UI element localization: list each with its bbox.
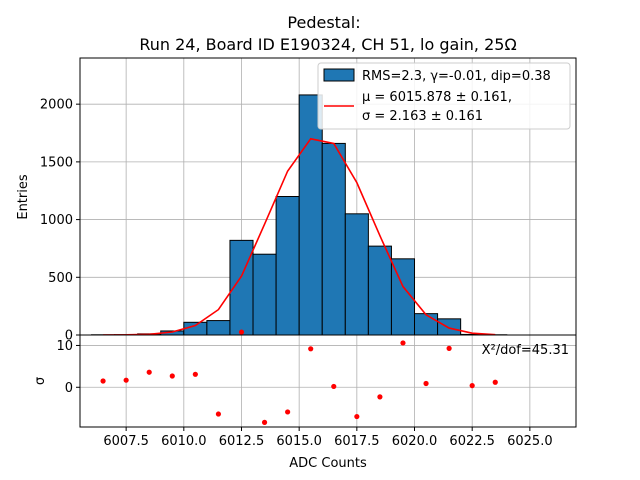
histogram-bar <box>437 318 462 336</box>
residual-point <box>308 346 314 352</box>
histogram-bar <box>275 196 300 336</box>
residual-point <box>331 383 337 390</box>
residual-point <box>169 373 175 379</box>
histogram-bar <box>298 94 323 336</box>
legend-swatch-histogram <box>323 68 355 82</box>
x-tick-label: 6017.5 <box>334 434 380 449</box>
chart-title-line2: Run 24, Board ID E190324, CH 51, lo gain… <box>139 35 516 54</box>
residual-y-tick-label: 0 <box>65 381 73 396</box>
residual-point <box>423 380 429 387</box>
x-tick-label: 6015.0 <box>276 434 322 449</box>
histogram-y-tick-label: 1500 <box>40 155 73 170</box>
histogram-bar <box>321 142 346 336</box>
residual-point <box>192 371 198 377</box>
histogram-bar <box>344 213 369 336</box>
x-tick-label: 6007.5 <box>103 434 149 449</box>
x-tick-label: 6022.5 <box>449 434 495 449</box>
residual-point <box>123 377 129 383</box>
legend: RMS=2.3, γ=-0.01, dip=0.38 μ = 6015.878 … <box>317 62 571 130</box>
residual-point <box>261 419 268 425</box>
histogram-bar <box>252 253 277 336</box>
histogram-panel: 0 500 1000 1500 2000 Entries RMS=2.3, γ=-0.0… <box>16 57 577 344</box>
residual-point <box>285 409 291 415</box>
legend-label-fit-sigma: σ = 2.163 ± 0.161 <box>362 109 483 124</box>
residual-point <box>469 383 475 389</box>
histogram-y-axis-label: Entries <box>16 174 31 220</box>
histogram-bar <box>367 245 392 336</box>
residual-y-tick-label: 10 <box>56 339 73 354</box>
x-tick-label: 6025.0 <box>507 434 553 449</box>
residual-panel: 010 6007.5 6010.0 6012.5 6015.0 6017.5 6020.0… <box>33 329 577 471</box>
histogram-y-tick-label: 500 <box>48 271 73 286</box>
histogram-bar <box>414 313 439 336</box>
residual-y-axis-label: σ <box>33 377 48 385</box>
x-tick-label: 6012.5 <box>219 434 265 449</box>
x-tick-label: 6010.0 <box>161 434 207 449</box>
histogram-bar <box>206 320 231 336</box>
legend-label-histogram: RMS=2.3, γ=-0.01, dip=0.38 <box>362 69 551 84</box>
residual-frame <box>79 334 577 428</box>
histogram-y-tick-label: 1000 <box>40 213 73 228</box>
residual-point <box>100 378 106 384</box>
chart-title-line1: Pedestal: <box>287 13 360 32</box>
legend-label-fit-mu: μ = 6015.878 ± 0.161, <box>362 90 512 105</box>
histogram-y-tick-label: 0 <box>65 329 73 344</box>
residual-point <box>215 411 222 417</box>
residual-point <box>146 369 152 375</box>
fit-curve <box>103 137 496 336</box>
residual-point <box>377 394 383 400</box>
x-axis-label: ADC Counts <box>289 456 367 471</box>
chi2-annotation: X²/dof=45.31 <box>482 343 569 358</box>
residual-point <box>238 329 245 335</box>
residual-point <box>400 340 406 346</box>
residual-point <box>354 413 360 420</box>
residual-point <box>492 379 498 385</box>
x-tick-label: 6020.0 <box>392 434 438 449</box>
legend-box <box>317 62 571 130</box>
residual-point <box>446 345 452 351</box>
histogram-y-tick-label: 2000 <box>40 98 73 113</box>
histogram-bar <box>183 321 208 336</box>
